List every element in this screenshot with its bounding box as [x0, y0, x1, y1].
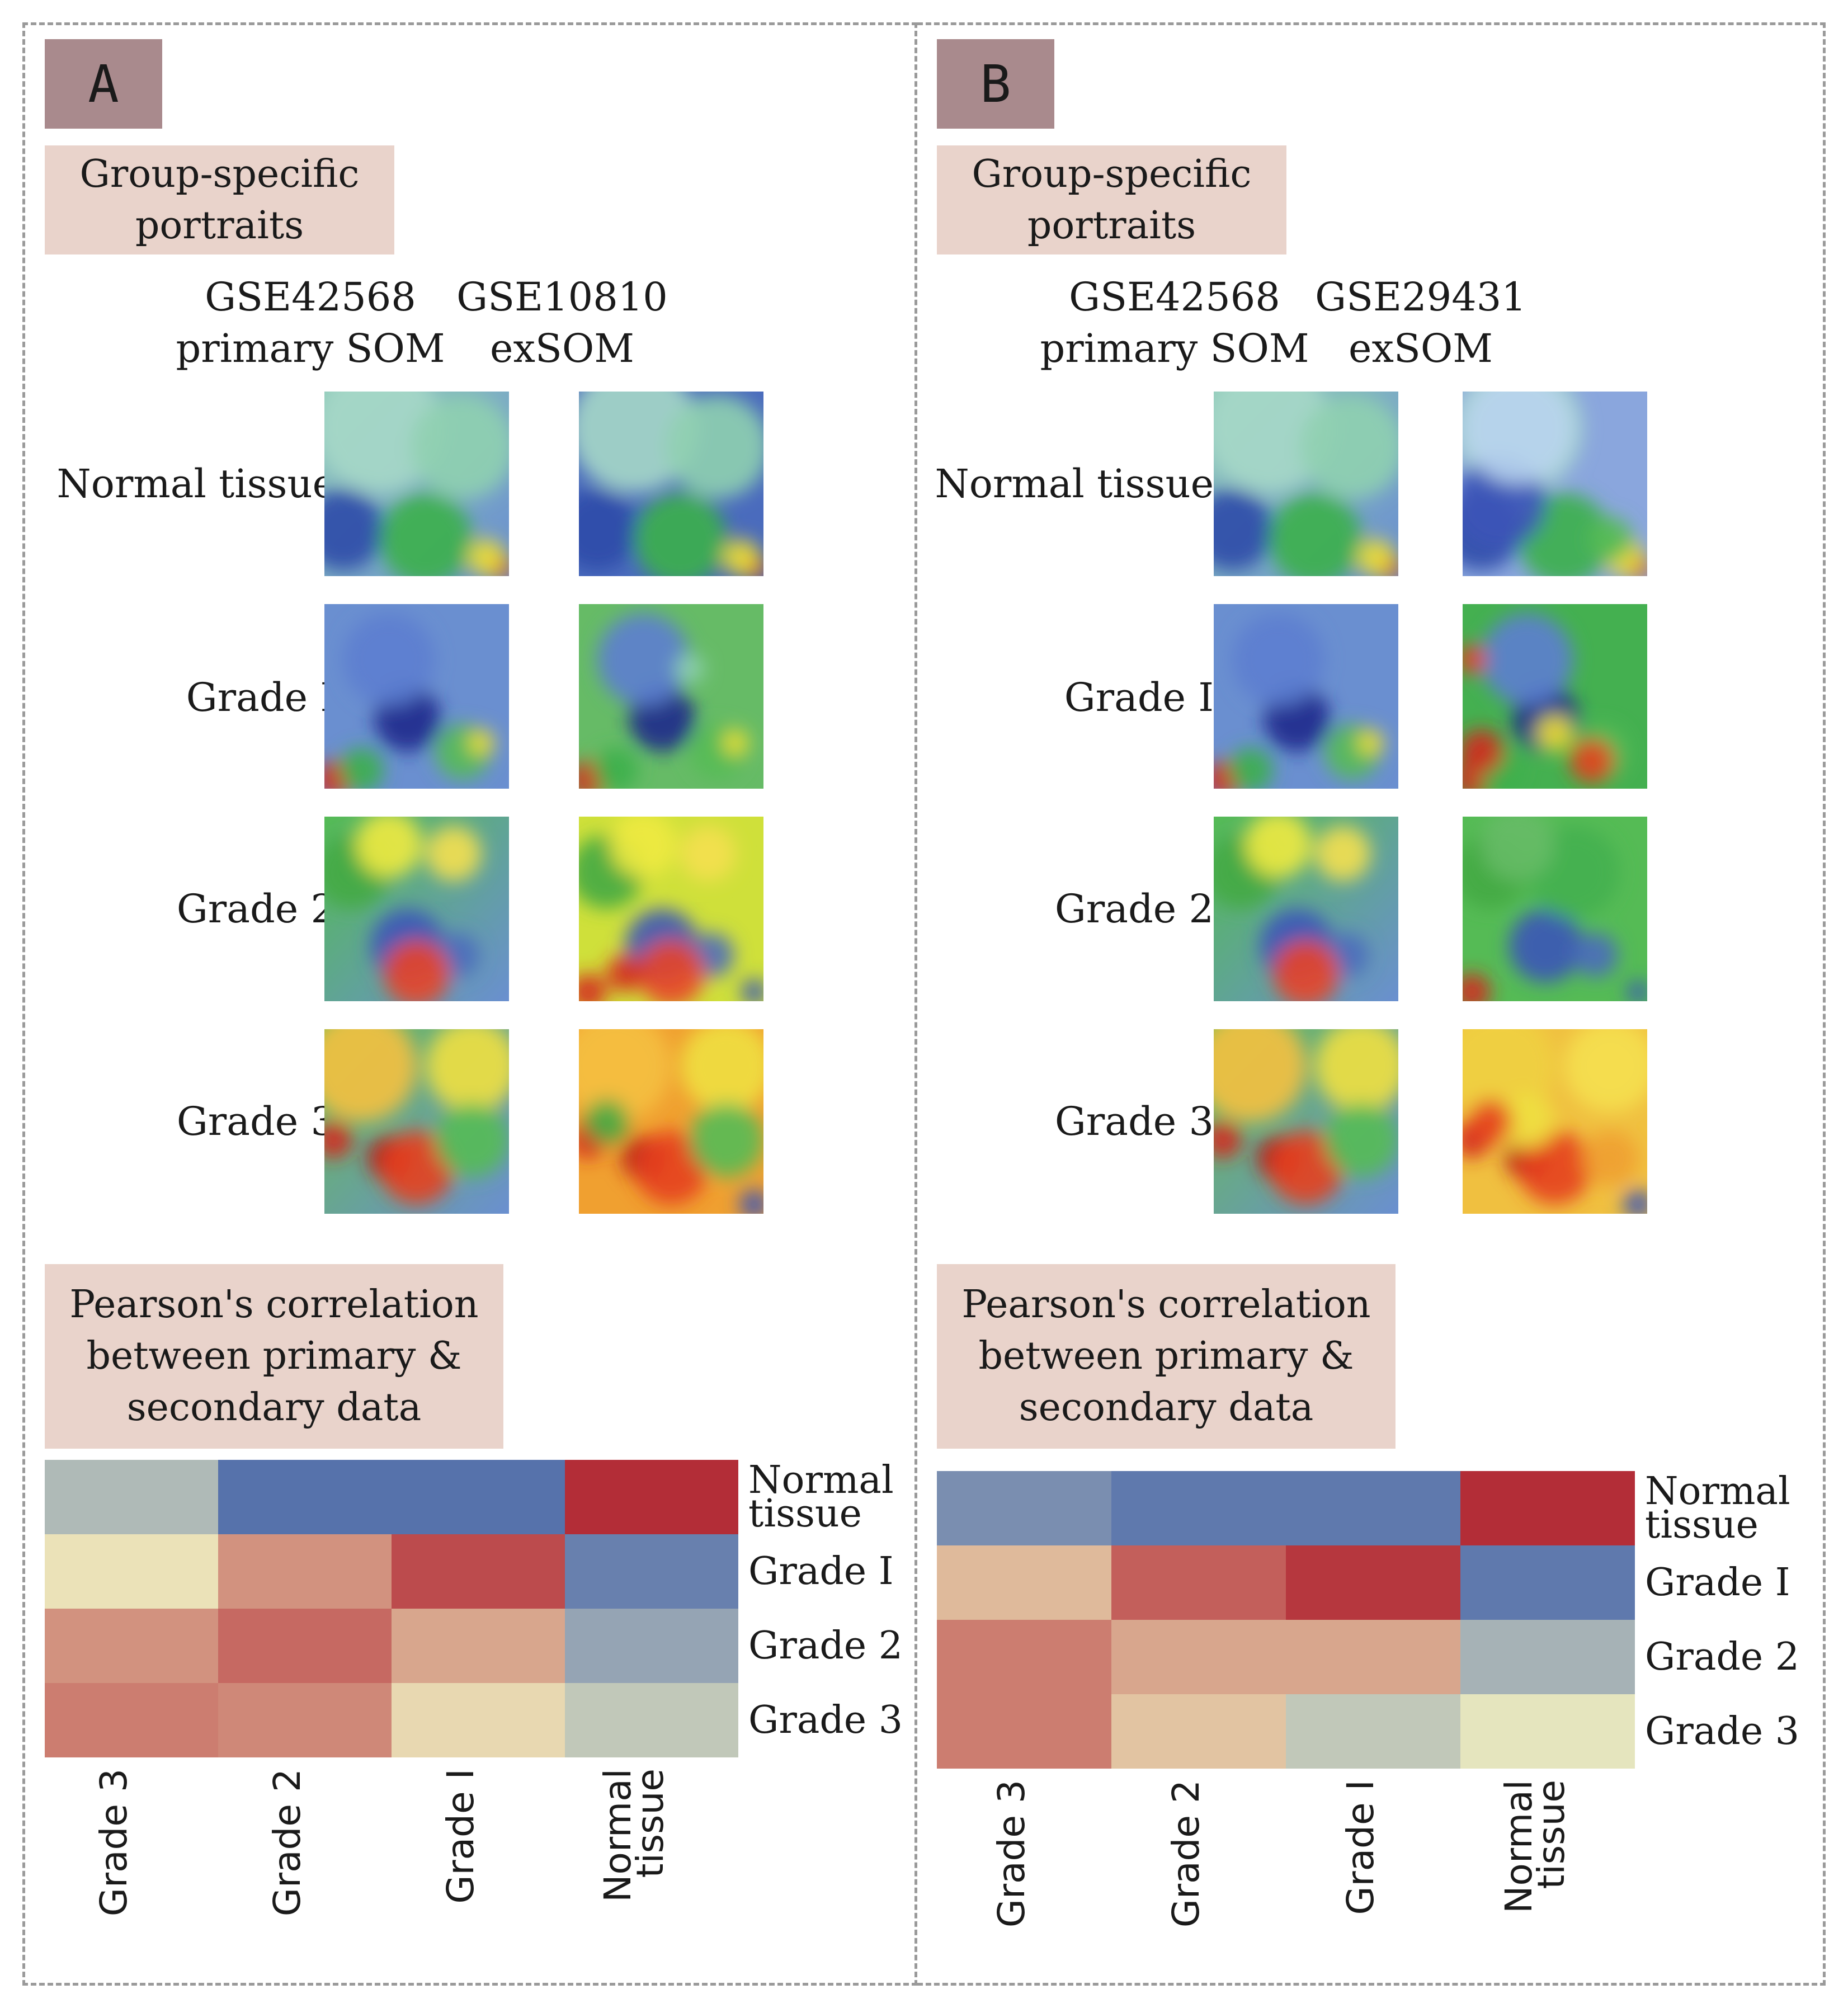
heatmap-cell: [1111, 1694, 1286, 1769]
som-portrait-primary: [324, 1029, 509, 1214]
heatmap-row-label: Normal tissue: [748, 1458, 894, 1536]
row-label-grade-1: Grade I: [1064, 675, 1214, 720]
som-portrait-secondary: [1463, 604, 1647, 789]
heatmap-row-label: Grade 3: [1645, 1709, 1800, 1754]
heatmap-row-label: Grade 3: [748, 1698, 903, 1742]
heatmap-cell: [392, 1683, 565, 1757]
heatmap-cell: [392, 1534, 565, 1609]
heatmap-grid: [937, 1471, 1635, 1769]
row-label-grade-2: Grade 2: [176, 886, 336, 932]
row-label-grade-2: Grade 2: [1054, 886, 1214, 932]
heatmap-cell: [1460, 1545, 1635, 1620]
heatmap-cell: [937, 1620, 1112, 1695]
som-portrait-secondary: [579, 604, 763, 789]
som-portrait-secondary: [1463, 817, 1647, 1001]
heatmap-cell: [45, 1460, 219, 1535]
heatmap-cell: [1286, 1471, 1461, 1546]
row-label-normal: Normal tissue: [935, 461, 1214, 507]
heatmap-column-label: Normal tissue: [596, 1769, 672, 1902]
heatmap-cell: [565, 1609, 738, 1684]
heatmap-cell: [45, 1683, 219, 1757]
heatmap-row-label: Grade 2: [748, 1623, 903, 1668]
som-portrait-secondary: [579, 817, 763, 1001]
portraits-heading: Group-specific portraits: [45, 145, 394, 254]
heatmap-column-label: Grade 2: [266, 1769, 309, 1917]
som-portrait-primary: [1214, 1029, 1398, 1214]
som-portrait-primary: [1214, 817, 1398, 1001]
heatmap-cell: [218, 1683, 392, 1757]
heatmap-cell: [218, 1609, 392, 1684]
heatmap-cell: [392, 1609, 565, 1684]
heatmap-column-label: Grade 2: [1165, 1780, 1208, 1928]
correlation-heatmap: [937, 1471, 1635, 1769]
som-portrait-secondary: [579, 392, 763, 576]
heatmap-column-label: Grade I: [1339, 1780, 1382, 1915]
row-label-grade-3: Grade 3: [1054, 1099, 1214, 1144]
heatmap-column-label: Grade 3: [92, 1769, 135, 1917]
heatmap-cell: [218, 1460, 392, 1535]
heatmap-cell: [1460, 1694, 1635, 1769]
correlation-heading: Pearson's correlation between primary & …: [45, 1264, 503, 1449]
heatmap-cell: [45, 1609, 219, 1684]
heatmap-cell: [1286, 1620, 1461, 1695]
som-portrait-primary: [1214, 604, 1398, 789]
heatmap-cell: [1286, 1694, 1461, 1769]
heatmap-cell: [1111, 1545, 1286, 1620]
panel-a: A Group-specific portraits GSE42568 prim…: [22, 22, 917, 1986]
heatmap-cell: [565, 1534, 738, 1609]
heatmap-cell: [1460, 1471, 1635, 1546]
row-label-grade-3: Grade 3: [176, 1099, 336, 1144]
heatmap-cell: [45, 1534, 219, 1609]
heatmap-cell: [1111, 1620, 1286, 1695]
som-portrait-secondary: [1463, 392, 1647, 576]
som-portrait-primary: [324, 604, 509, 789]
portraits-heading: Group-specific portraits: [937, 145, 1286, 254]
row-label-normal: Normal tissue: [56, 461, 336, 507]
panel-letter: A: [45, 39, 162, 129]
som-portrait-secondary: [579, 1029, 763, 1214]
portraits-heading-text: Group-specific portraits: [972, 152, 1252, 248]
column-header-primary: GSE42568 primary SOM: [176, 274, 445, 371]
heatmap-column-label: Grade 3: [990, 1780, 1033, 1928]
column-header-primary: GSE42568 primary SOM: [1040, 274, 1309, 371]
correlation-heading-text: Pearson's correlation between primary & …: [69, 1283, 479, 1430]
heatmap-cell: [218, 1534, 392, 1609]
som-portrait-primary: [1214, 392, 1398, 576]
heatmap-row-label: Normal tissue: [1645, 1469, 1790, 1547]
column-header-secondary: GSE29431 exSOM: [1315, 274, 1526, 371]
panel-b: B Group-specific portraits GSE42568 prim…: [917, 22, 1826, 1986]
heatmap-cell: [1111, 1471, 1286, 1546]
heatmap-row-label: Grade 2: [1645, 1634, 1800, 1679]
row-label-grade-1: Grade I: [186, 675, 336, 720]
correlation-heatmap: [45, 1460, 738, 1757]
heatmap-grid: [45, 1460, 738, 1757]
heatmap-cell: [937, 1471, 1112, 1546]
heatmap-cell: [565, 1683, 738, 1757]
heatmap-column-label: Normal tissue: [1497, 1780, 1573, 1913]
som-portrait-secondary: [1463, 1029, 1647, 1214]
heatmap-cell: [937, 1545, 1112, 1620]
heatmap-cell: [1460, 1620, 1635, 1695]
heatmap-row-label: Grade I: [1645, 1560, 1790, 1605]
heatmap-cell: [392, 1460, 565, 1535]
som-portrait-primary: [324, 817, 509, 1001]
heatmap-cell: [937, 1694, 1112, 1769]
correlation-heading: Pearson's correlation between primary & …: [937, 1264, 1396, 1449]
heatmap-row-label: Grade I: [748, 1549, 894, 1594]
heatmap-column-label: Grade I: [439, 1769, 482, 1904]
som-portrait-primary: [324, 392, 509, 576]
correlation-heading-text: Pearson's correlation between primary & …: [961, 1283, 1371, 1430]
column-header-secondary: GSE10810 exSOM: [456, 274, 668, 371]
panel-letter: B: [937, 39, 1054, 129]
heatmap-cell: [1286, 1545, 1461, 1620]
heatmap-cell: [565, 1460, 738, 1535]
portraits-heading-text: Group-specific portraits: [79, 152, 360, 248]
